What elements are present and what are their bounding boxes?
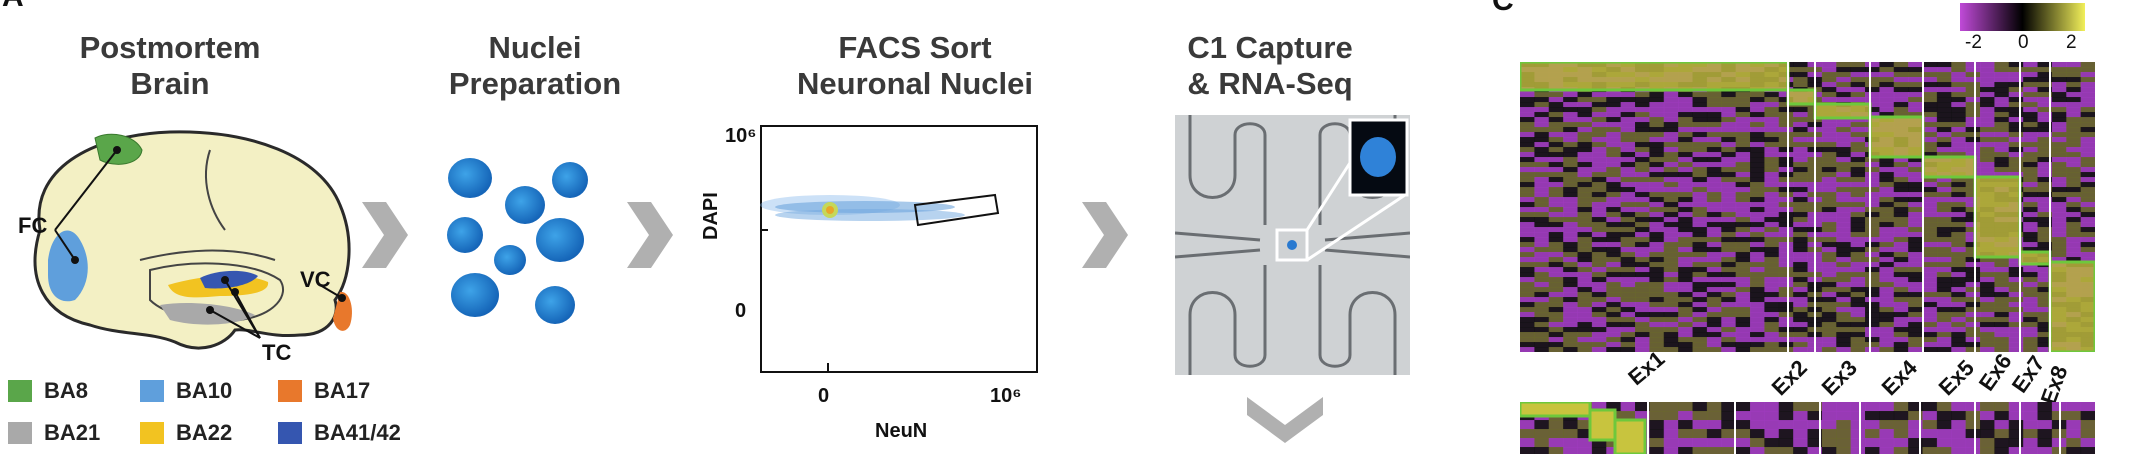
brain-label-vc: VC (300, 267, 331, 292)
legend-label-ba22: BA22 (176, 420, 233, 445)
tc-line-3 (209, 309, 261, 339)
legend-label-ba21: BA21 (44, 420, 101, 445)
legend-label-ba8: BA8 (44, 378, 89, 403)
nucleus (451, 273, 499, 317)
facs-xtick-right: 10⁶ (990, 385, 1022, 407)
nuclei-illustration (447, 158, 588, 324)
facs-scatter-plot (760, 125, 1038, 373)
step-title-facs: FACS Sort Neuronal Nuclei (770, 30, 1060, 102)
legend-label-ba10: BA10 (176, 378, 233, 403)
zoom-nucleus (1360, 137, 1396, 177)
fc-line-2 (54, 149, 118, 231)
brain-illustration (33, 130, 352, 350)
cluster-label-ex1: Ex1 (1623, 345, 1670, 391)
facs-gate (913, 193, 1000, 227)
legend-label-ba41-42: BA41/42 (314, 420, 401, 445)
step-title-brain-line2: Brain (130, 66, 210, 101)
colorbar-tick-pos2: 2 (2066, 32, 2077, 53)
legend-label-ba17: BA17 (314, 378, 371, 403)
legend-swatch-ba41-42 (278, 422, 302, 444)
step-title-c1-line2: & RNA-Seq (1187, 66, 1353, 101)
legend-item-ba8: BA8 (8, 378, 88, 404)
chevron-down-icon (1247, 397, 1323, 443)
nucleus (494, 245, 526, 275)
captured-nucleus (1287, 240, 1297, 250)
legend-swatch-ba8 (8, 380, 32, 402)
panel-letter-a: A (2, 0, 24, 14)
brain-label-tc: TC (262, 340, 292, 365)
nucleus (536, 218, 584, 262)
step-title-c1: C1 Capture & RNA-Seq (1150, 30, 1390, 102)
zoom-line-2 (1306, 193, 1406, 262)
colorbar-tick-neg2: -2 (1965, 32, 1982, 53)
chevron-right-icon (627, 202, 673, 268)
region-ba21 (160, 303, 255, 325)
brain-sulcus-1 (204, 149, 226, 231)
colorbar-tick-zero: 0 (2018, 32, 2029, 53)
chevron-right-icon (1082, 202, 1128, 268)
fc-line-1 (54, 229, 76, 261)
panel-letter-c: C (1492, 0, 1514, 17)
facs-ylabel: DAPI (700, 192, 722, 240)
region-ba41-42 (200, 270, 258, 289)
legend-item-ba41-42: BA41/42 (278, 420, 401, 446)
legend-item-ba17: BA17 (278, 378, 370, 404)
zoom-line-1 (1305, 154, 1357, 231)
facs-events (760, 195, 965, 221)
facs-ytick-zero: 0 (735, 300, 747, 322)
facs-ytick-top: 10⁶ (725, 125, 757, 147)
cluster-heatmap (1520, 62, 2095, 352)
heatmap-colorbar (1960, 3, 2085, 31)
facs-xlabel: NeuN (875, 420, 928, 442)
brain-label-fc: FC (18, 213, 48, 238)
facs-plot-frame (760, 125, 1038, 373)
cluster-label-ex5: Ex5 (1933, 354, 1979, 401)
step-title-facs-line1: FACS Sort (838, 30, 992, 65)
nucleus (447, 217, 483, 253)
chevron-right-icon (362, 202, 408, 268)
tc-line-2 (234, 291, 261, 339)
capture-site-box (1275, 228, 1309, 262)
region-ba17 (333, 291, 352, 331)
step-title-brain: Postmortem Brain (30, 30, 310, 102)
legend-item-ba22: BA22 (140, 420, 232, 446)
cluster-label-ex2: Ex2 (1766, 354, 1812, 401)
step-title-nuclei-line1: Nuclei (488, 30, 582, 65)
step-title-c1-line1: C1 Capture (1187, 30, 1353, 65)
facs-xtick-zero: 0 (818, 385, 830, 407)
c1-chip-image (1175, 115, 1410, 375)
cluster-label-ex4: Ex4 (1876, 354, 1922, 401)
region-ba10 (48, 230, 88, 302)
vc-line (319, 284, 343, 299)
legend-swatch-ba10 (140, 380, 164, 402)
step-title-facs-line2: Neuronal Nuclei (797, 66, 1033, 101)
facs-dense-core-center (826, 206, 834, 214)
nucleus (505, 186, 545, 224)
legend-item-ba21: BA21 (8, 420, 100, 446)
nucleus (552, 162, 588, 198)
legend-item-ba10: BA10 (140, 378, 232, 404)
step-title-nuclei: Nuclei Preparation (420, 30, 650, 102)
cluster-heatmap-lower (1520, 402, 2095, 454)
cluster-label-ex6: Ex6 (1973, 349, 2017, 396)
legend-swatch-ba17 (278, 380, 302, 402)
step-title-brain-line1: Postmortem (79, 30, 261, 65)
legend-swatch-ba21 (8, 422, 32, 444)
cluster-label-ex3: Ex3 (1816, 354, 1862, 401)
nucleus (448, 158, 492, 198)
brain-sulcus-2 (139, 249, 276, 261)
step-title-nuclei-line2: Preparation (448, 66, 622, 101)
legend-swatch-ba22 (140, 422, 164, 444)
nucleus (535, 286, 575, 324)
